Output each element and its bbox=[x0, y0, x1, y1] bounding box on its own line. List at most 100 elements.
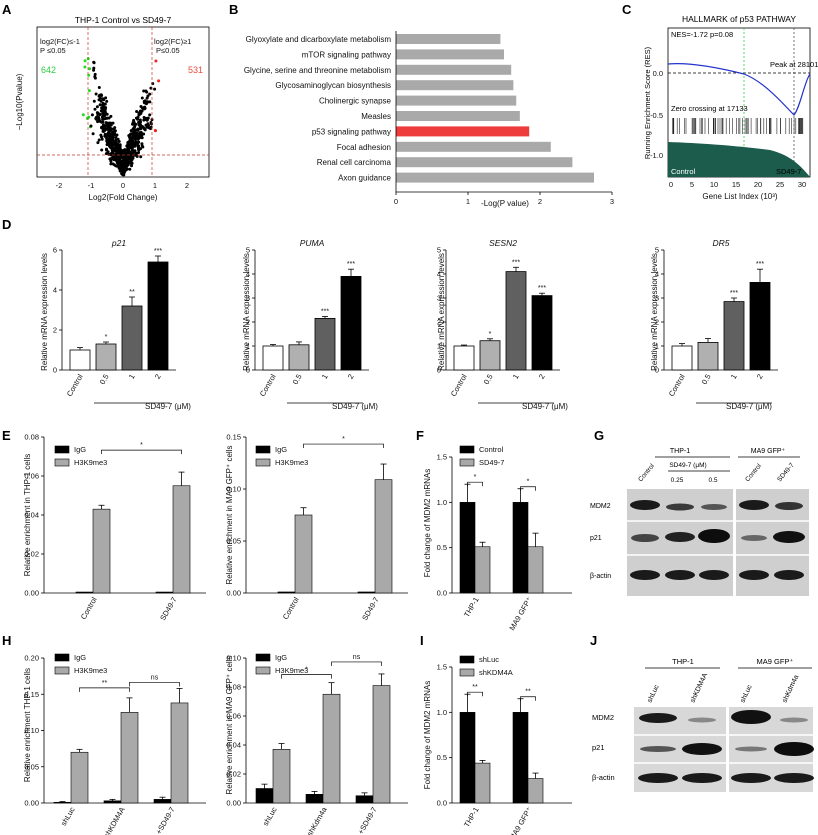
g-lane-label: Control bbox=[744, 462, 763, 483]
significance-bracket bbox=[303, 443, 384, 449]
volcano-point bbox=[116, 157, 120, 161]
legend-label: Control bbox=[479, 445, 504, 454]
y-tick: 2 bbox=[53, 326, 57, 335]
volcano-point bbox=[111, 138, 115, 142]
pathway-label: mTOR signaling pathway bbox=[302, 50, 391, 59]
volcano-point bbox=[103, 102, 107, 106]
y-tick: 2 bbox=[246, 318, 250, 327]
volcano-point bbox=[100, 137, 104, 141]
volcano-point bbox=[123, 148, 127, 152]
volcano-point bbox=[137, 121, 141, 125]
y-tick: 0.05 bbox=[226, 537, 241, 546]
legend-label: SD49-7 bbox=[479, 458, 504, 467]
blot-band bbox=[665, 532, 695, 542]
volcano-point bbox=[113, 149, 117, 152]
category-label: shKdm4a bbox=[305, 805, 329, 835]
volcano-point bbox=[98, 103, 102, 107]
significance-mark: * bbox=[305, 667, 308, 674]
h-ma9-chart: 0.00 0.02 0.04 0.06 0.08 0.10 shLuc shKdm4a shKd… bbox=[226, 653, 408, 835]
volcano-point bbox=[109, 153, 113, 157]
legend-swatch bbox=[459, 655, 475, 664]
volcano-point bbox=[133, 131, 137, 135]
y-tick: 1.5 bbox=[437, 453, 447, 462]
peak-text: Peak at 28101 bbox=[770, 60, 818, 69]
volcano-point bbox=[103, 124, 107, 128]
volcano-point bbox=[118, 152, 122, 156]
puma-chart: 0 1 2 3 4 5 PUMA Control 0.5 *** 1 *** 2 bbox=[246, 238, 369, 404]
d-ylabel: Relative mRNA expression levels bbox=[650, 253, 659, 371]
y-tick: 0.0 bbox=[437, 799, 447, 808]
significance-mark: *** bbox=[538, 285, 546, 292]
volcano-points bbox=[81, 57, 161, 177]
legend-swatch bbox=[54, 445, 70, 454]
category-label: 2 bbox=[153, 373, 163, 381]
significance-mark: ** bbox=[102, 680, 108, 687]
enrichment-bar bbox=[459, 712, 476, 804]
sesn2-chart: 0 1 2 3 4 5 SESN2 Control * 0.5 *** 1 *** 2 bbox=[437, 238, 560, 404]
x-tick: 2 bbox=[185, 181, 189, 190]
left-note-1: log2(FC)≤-1 bbox=[40, 37, 80, 46]
blot-band bbox=[630, 500, 660, 510]
category-label: 0.5 bbox=[700, 373, 713, 387]
volcano-point bbox=[128, 141, 132, 144]
category-label: shLuc bbox=[261, 805, 279, 827]
panel-label-g: G bbox=[594, 428, 604, 443]
g-row-label: MDM2 bbox=[590, 503, 611, 510]
blot-band bbox=[731, 773, 771, 783]
significance-mark: ** bbox=[525, 689, 531, 696]
volcano-point bbox=[136, 117, 139, 121]
significance-mark: *** bbox=[756, 261, 764, 268]
category-label: shKdm4a +SD49-7 bbox=[339, 806, 379, 835]
x-tick: 3 bbox=[610, 197, 614, 206]
volcano-point bbox=[104, 121, 108, 125]
enrichment-bar bbox=[357, 591, 376, 594]
panel-a: A THP-1 Control vs SD49-7 log2(FC)≤-1 P … bbox=[2, 2, 210, 202]
volcano-point bbox=[119, 155, 123, 159]
y-tick: 1 bbox=[655, 342, 659, 351]
volcano-point bbox=[146, 122, 150, 126]
expression-bar bbox=[749, 281, 771, 371]
y-tick: 4 bbox=[246, 270, 250, 279]
significance-mark: * bbox=[140, 442, 143, 449]
volcano-point bbox=[104, 96, 108, 100]
enrichment-bar bbox=[103, 800, 122, 804]
volcano-point bbox=[91, 132, 95, 136]
pathway-label: Focal adhesion bbox=[337, 143, 391, 152]
gene-title: DR5 bbox=[712, 238, 729, 248]
volcano-point bbox=[136, 136, 140, 140]
pathway-bar bbox=[396, 34, 501, 44]
volcano-point bbox=[153, 87, 157, 91]
y-tick: 0.5 bbox=[437, 543, 447, 552]
significance-bracket bbox=[467, 691, 483, 697]
y-tick: 0.00 bbox=[24, 799, 39, 808]
d-group-label: SD49-7 (μM) bbox=[522, 402, 568, 411]
panel-b: B Glyoxylate and dicarboxylate metabolis… bbox=[229, 2, 614, 208]
legend-swatch bbox=[54, 666, 70, 675]
c-y-tick: 0.0 bbox=[653, 69, 663, 78]
g-lane-label: 0.25 bbox=[671, 477, 684, 484]
volcano-point bbox=[127, 144, 131, 148]
significance-bracket bbox=[79, 687, 130, 692]
y-tick: 4 bbox=[437, 270, 441, 279]
legend-label: H3K9me3 bbox=[74, 458, 107, 467]
y-tick: 4 bbox=[53, 286, 57, 295]
volcano-point bbox=[142, 127, 146, 131]
y-tick: 0.00 bbox=[226, 799, 241, 808]
c-y-tick: -0.5 bbox=[650, 111, 663, 120]
legend-label: IgG bbox=[74, 445, 86, 454]
volcano-point bbox=[126, 149, 129, 153]
j-lane-label: shLuc bbox=[646, 684, 660, 704]
volcano-point bbox=[98, 119, 102, 123]
significance-mark: * bbox=[342, 436, 345, 443]
volcano-point bbox=[102, 98, 106, 102]
enrichment-bar bbox=[459, 502, 476, 594]
volcano-point bbox=[106, 126, 110, 129]
pathway-label: Renal cell carcinoma bbox=[317, 158, 392, 167]
c-x-tick: 20 bbox=[754, 180, 762, 189]
x-tick: -2 bbox=[56, 181, 63, 190]
volcano-point bbox=[136, 127, 140, 131]
blot-band bbox=[741, 535, 767, 541]
blot-band bbox=[631, 534, 659, 542]
volcano-point bbox=[140, 96, 144, 100]
enrichment-bar bbox=[70, 751, 89, 804]
